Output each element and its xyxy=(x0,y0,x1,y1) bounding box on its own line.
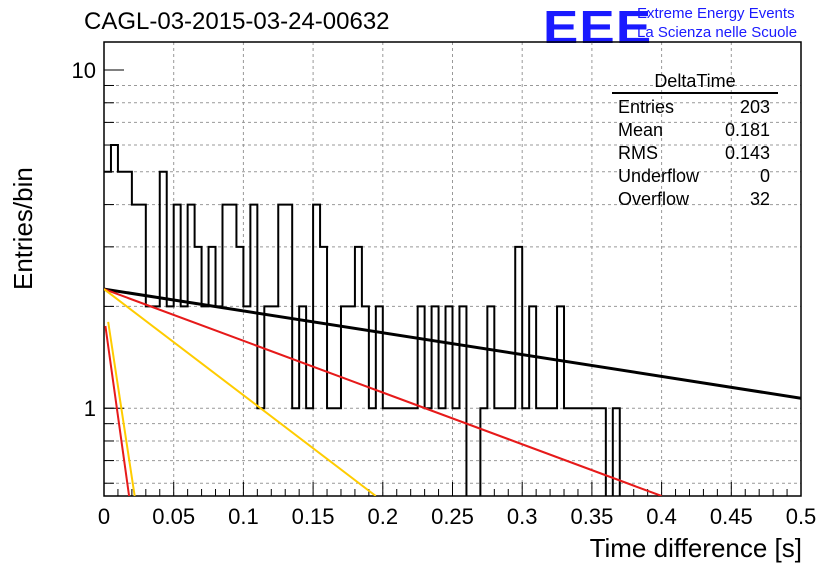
x-tick-label: 0.45 xyxy=(710,504,753,529)
stats-row-entries: Entries 203 xyxy=(612,96,778,119)
x-tick-label: 0.15 xyxy=(292,504,335,529)
x-tick-label: 0 xyxy=(98,504,110,529)
stats-value: 0 xyxy=(759,166,770,186)
stats-label: Mean xyxy=(618,120,664,140)
stats-label: Underflow xyxy=(618,166,700,186)
stats-value: 32 xyxy=(749,189,770,209)
y-tick-label: 10 xyxy=(72,58,96,83)
logo-line-1: Extreme Energy Events xyxy=(637,5,795,22)
x-tick-label: 0.05 xyxy=(152,504,195,529)
histogram-bars xyxy=(104,144,621,496)
x-tick-label: 0.1 xyxy=(228,504,259,529)
x-tick-label: 0.25 xyxy=(431,504,474,529)
x-axis-label: Time difference [s] xyxy=(589,533,802,563)
stats-row-rms: RMS 0.143 xyxy=(612,142,778,165)
fit-line xyxy=(104,288,662,496)
stats-row-underflow: Underflow 0 xyxy=(612,165,778,188)
x-tick-label: 0.35 xyxy=(570,504,613,529)
fit-line xyxy=(104,287,801,400)
stats-label: Entries xyxy=(618,97,675,117)
fit-line xyxy=(107,321,136,496)
logo-caption: Extreme Energy Events La Scienza nelle S… xyxy=(637,4,797,42)
chart-title: CAGL-03-2015-03-24-00632 xyxy=(84,8,390,35)
stats-label: Overflow xyxy=(618,189,690,209)
y-axis-label: Entries/bin xyxy=(8,167,38,290)
stats-value: 203 xyxy=(739,97,770,117)
stats-value: 0.143 xyxy=(724,143,770,163)
y-tick-label: 1 xyxy=(84,396,96,421)
x-tick-label: 0.5 xyxy=(786,504,817,529)
x-tick-label: 0.4 xyxy=(646,504,677,529)
stats-divider xyxy=(612,92,778,94)
eee-logo: EEE xyxy=(543,1,653,53)
fit-line xyxy=(104,325,131,496)
stats-label: RMS xyxy=(618,143,658,163)
stats-value: 0.181 xyxy=(724,120,770,140)
stats-box: DeltaTime Entries 203 Mean 0.181 RMS 0.1… xyxy=(612,70,778,211)
stats-row-mean: Mean 0.181 xyxy=(612,119,778,142)
x-tick-label: 0.2 xyxy=(368,504,399,529)
stats-title: DeltaTime xyxy=(654,71,736,91)
x-tick-label: 0.3 xyxy=(507,504,538,529)
fit-line xyxy=(104,288,377,496)
logo-line-2: La Scienza nelle Scuole xyxy=(637,24,798,41)
stats-row-overflow: Overflow 32 xyxy=(612,188,778,211)
